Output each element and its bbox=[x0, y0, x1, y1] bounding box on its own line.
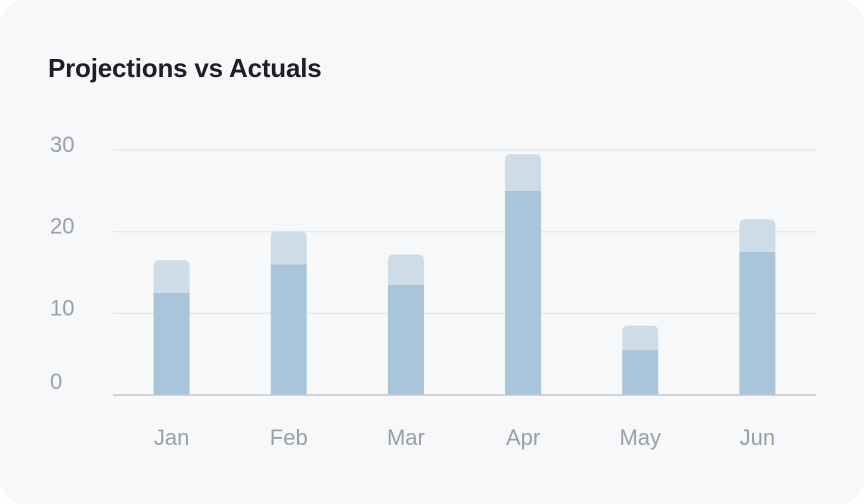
y-tick-label: 30 bbox=[50, 132, 74, 157]
actual-bar-jun bbox=[739, 252, 776, 395]
x-tick-label: Jan bbox=[154, 425, 189, 450]
x-tick-label: Apr bbox=[506, 425, 540, 450]
actual-bar-apr bbox=[505, 190, 542, 395]
projection-bar-apr bbox=[505, 154, 542, 191]
x-tick-label: Jun bbox=[740, 425, 775, 450]
x-tick-label: May bbox=[619, 425, 661, 450]
actual-bar-mar bbox=[387, 284, 424, 395]
projection-bar-may bbox=[622, 325, 659, 351]
projection-bar-jan bbox=[153, 260, 190, 293]
x-tick-label: Mar bbox=[387, 425, 425, 450]
projection-bar-feb bbox=[270, 231, 307, 265]
axes: 0 10 20 30 Jan Feb Mar Apr May Jun bbox=[50, 132, 816, 450]
projection-bar-jun bbox=[739, 219, 776, 253]
grid-lines bbox=[113, 149, 816, 315]
y-tick-label: 20 bbox=[50, 214, 74, 239]
x-tick-label: Feb bbox=[270, 425, 308, 450]
actual-bar-feb bbox=[270, 264, 307, 395]
actual-bar-jan bbox=[153, 292, 190, 395]
y-tick-label: 0 bbox=[50, 369, 62, 394]
bars bbox=[153, 154, 776, 395]
y-tick-label: 10 bbox=[50, 295, 74, 320]
chart-title: Projections vs Actuals bbox=[48, 53, 322, 83]
projection-bar-mar bbox=[387, 254, 424, 285]
actual-bar-may bbox=[622, 350, 659, 395]
